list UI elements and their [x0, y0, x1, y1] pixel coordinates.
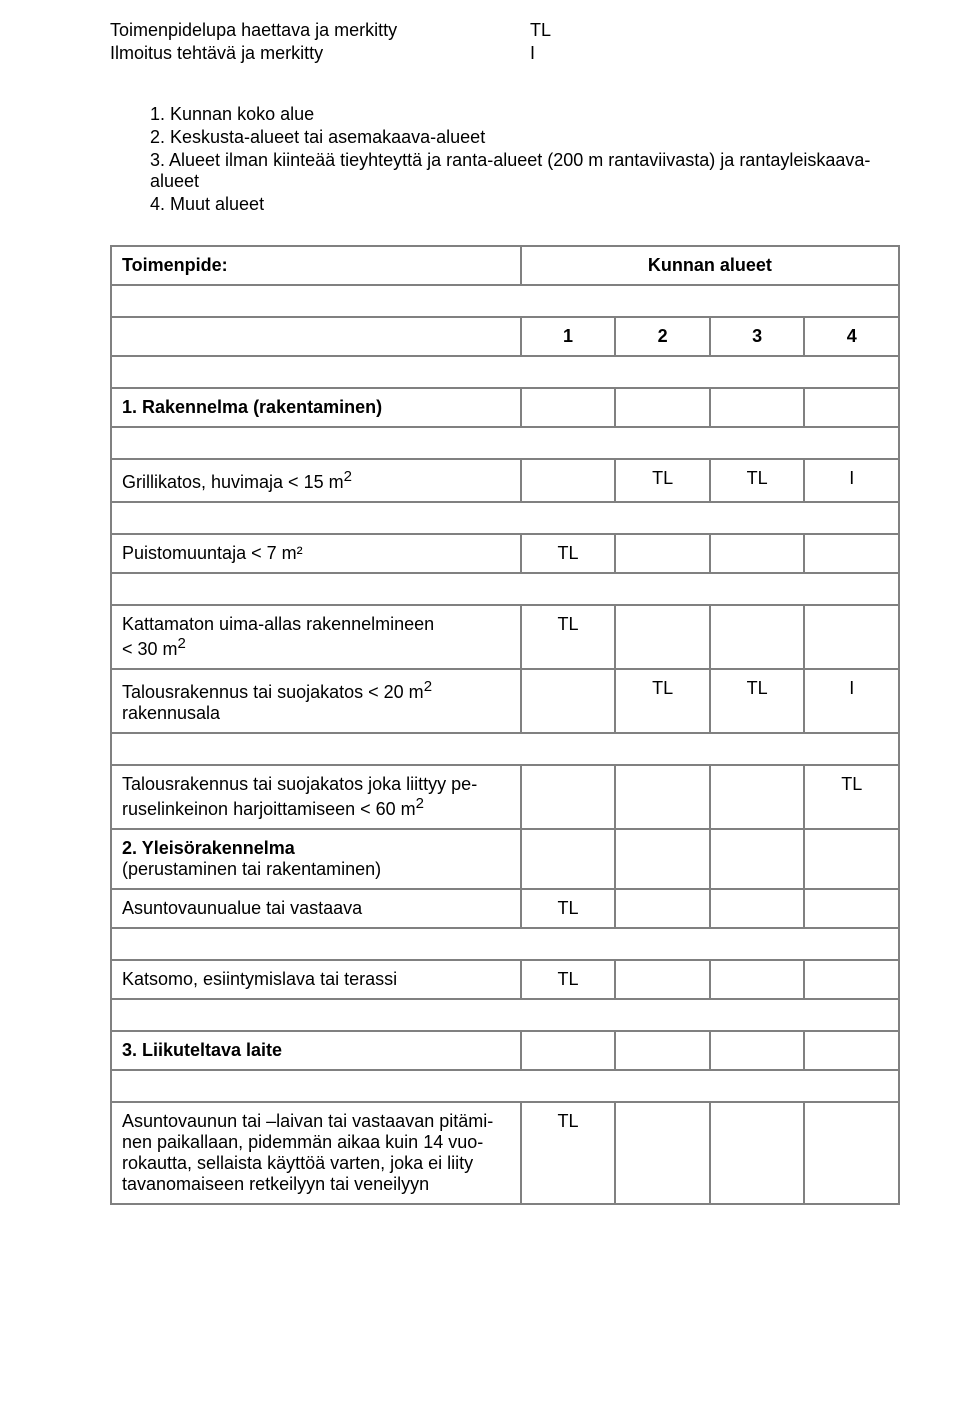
area-list: 1. Kunnan koko alue 2. Keskusta-alueet t…: [150, 104, 900, 215]
section-title: 1. Rakennelma (rakentaminen): [111, 388, 521, 427]
table-row-desc: Puistomuuntaja < 7 m²: [111, 534, 521, 573]
table-row-desc: Katsomo, esiintymislava tai terassi: [111, 960, 521, 999]
list-item: 4. Muut alueet: [150, 194, 900, 215]
table-cell: TL: [615, 669, 710, 733]
table-cell: TL: [521, 534, 616, 573]
list-item: 2. Keskusta-alueet tai asemakaava-alueet: [150, 127, 900, 148]
table-row-desc: Asuntovaunun tai –laivan tai vastaavan p…: [111, 1102, 521, 1204]
list-item: 1. Kunnan koko alue: [150, 104, 900, 125]
section-title: 2. Yleisörakennelma (perustaminen tai ra…: [111, 829, 521, 889]
table-cell: TL: [521, 960, 616, 999]
table-cell: TL: [710, 459, 805, 502]
table-header-left: Toimenpide:: [111, 246, 521, 285]
table-cell: I: [804, 459, 899, 502]
table-cell: TL: [521, 1102, 616, 1204]
table-row-desc: Talousrakennus tai suojakatos < 20 m2 ra…: [111, 669, 521, 733]
table-cell: TL: [615, 459, 710, 502]
list-item: 3. Alueet ilman kiinteää tieyhteyttä ja …: [150, 150, 900, 192]
table-row-desc: Asuntovaunualue tai vastaava: [111, 889, 521, 928]
legend-code: I: [530, 43, 590, 64]
legend-label: Ilmoitus tehtävä ja merkitty: [110, 43, 530, 64]
col-num: 1: [521, 317, 616, 356]
table-cell: TL: [710, 669, 805, 733]
col-num: 3: [710, 317, 805, 356]
table-cell: TL: [804, 765, 899, 829]
table-cell: I: [804, 669, 899, 733]
toimenpide-table: Toimenpide: Kunnan alueet 1 2 3 4 1. Rak…: [110, 245, 900, 1205]
legend-label: Toimenpidelupa haettava ja merkitty: [110, 20, 530, 41]
table-row-desc: Kattamaton uima-allas rakennelmineen < 3…: [111, 605, 521, 669]
legend-code: TL: [530, 20, 590, 41]
col-num: 2: [615, 317, 710, 356]
table-header-right: Kunnan alueet: [521, 246, 899, 285]
table-cell: TL: [521, 889, 616, 928]
table-row-desc: Talousrakennus tai suojakatos joka liitt…: [111, 765, 521, 829]
table-cell: [521, 459, 616, 502]
table-row-desc: Grillikatos, huvimaja < 15 m2: [111, 459, 521, 502]
section-title: 3. Liikuteltava laite: [111, 1031, 521, 1070]
col-num: 4: [804, 317, 899, 356]
table-cell: TL: [521, 605, 616, 669]
col-num-spacer: [111, 317, 521, 356]
